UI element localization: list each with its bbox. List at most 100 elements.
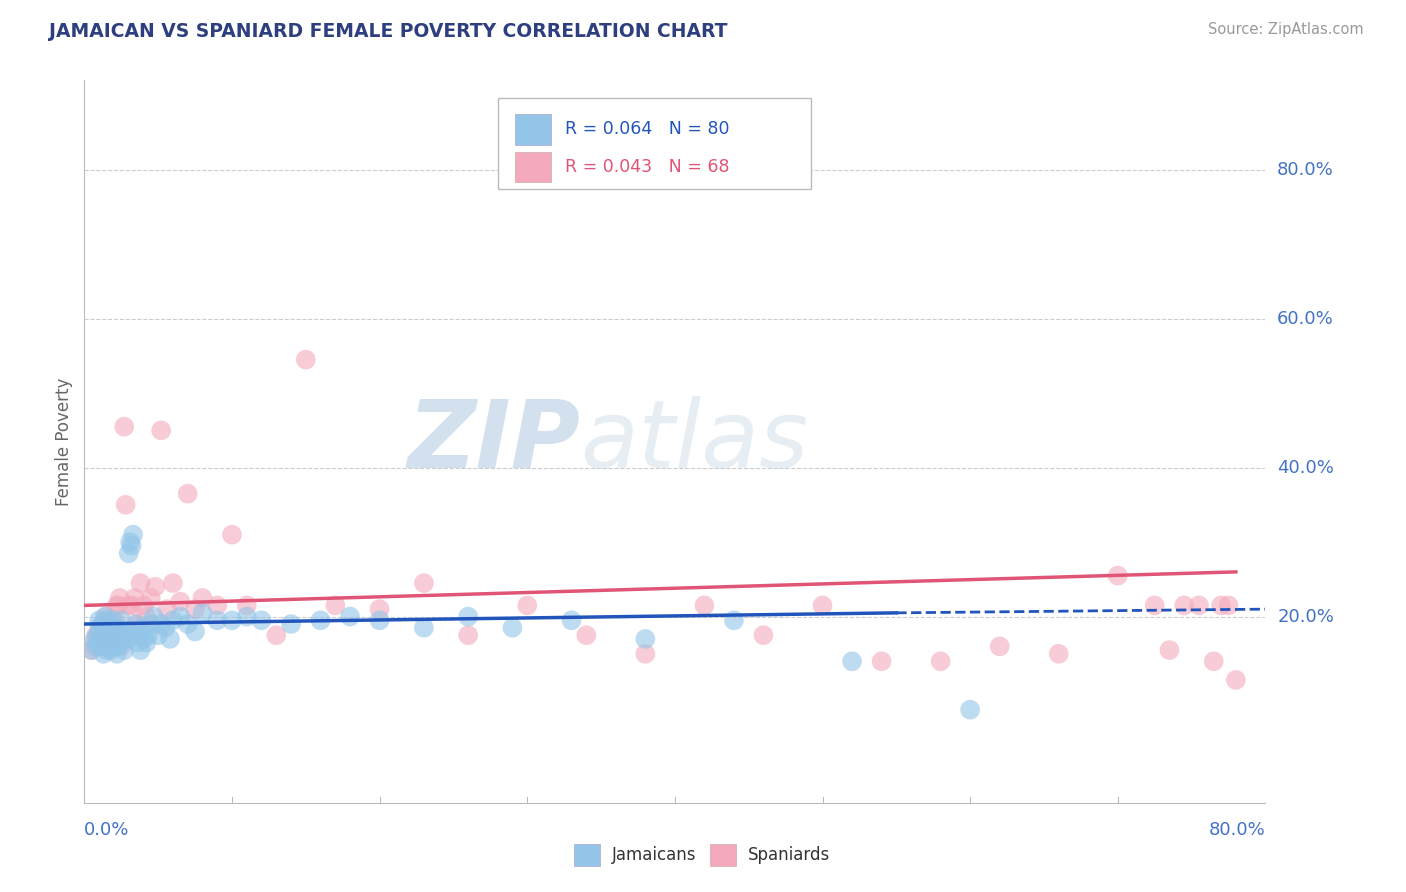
Point [83,635,105,649]
Point [100,643,122,657]
Point [870,654,893,668]
Point [1159,643,1181,657]
Point [131,621,153,635]
Point [929,654,952,668]
Point [108,591,131,605]
Point [150,423,173,437]
Point [86,640,108,654]
Point [184,624,207,639]
Point [107,624,129,639]
Point [516,599,538,613]
Point [1173,599,1195,613]
Point [90,628,112,642]
Point [105,599,128,613]
Point [114,624,136,639]
Point [634,632,657,646]
Point [236,609,259,624]
Point [94,635,117,649]
Point [129,576,152,591]
Text: Jamaicans: Jamaicans [612,846,697,863]
Point [457,609,479,624]
Point [169,609,191,624]
Point [80,643,103,657]
Text: R = 0.064   N = 80: R = 0.064 N = 80 [565,120,730,138]
FancyBboxPatch shape [498,98,811,189]
FancyBboxPatch shape [516,152,551,182]
Point [84,628,107,642]
Point [155,621,177,635]
Point [1143,599,1166,613]
Point [107,599,129,613]
Point [127,635,149,649]
Point [118,599,141,613]
Point [115,632,138,646]
Point [93,647,115,661]
Point [221,613,243,627]
Point [177,486,200,500]
Point [101,635,124,649]
Point [1107,568,1129,582]
Point [96,621,118,635]
Point [561,613,583,627]
Point [83,632,105,646]
Point [988,640,1011,654]
Point [309,613,332,627]
Point [368,602,391,616]
Point [191,591,214,605]
Point [97,613,120,627]
Point [457,628,479,642]
Point [127,617,149,632]
Point [111,628,134,642]
Point [125,617,148,632]
Point [207,613,229,627]
Point [110,613,132,627]
Point [280,617,302,632]
Point [111,628,134,642]
Text: 20.0%: 20.0% [1277,607,1334,625]
Point [136,628,159,642]
Point [177,617,200,632]
Point [103,628,125,642]
Point [112,643,135,657]
Point [184,602,207,616]
Point [97,628,120,642]
Point [105,632,128,646]
Point [98,621,121,635]
Point [1225,673,1247,687]
Point [96,640,118,654]
Point [90,621,112,635]
Point [91,640,114,654]
Point [94,609,117,624]
Point [162,576,184,591]
Point [841,654,863,668]
Point [207,599,229,613]
Point [98,640,121,654]
Point [156,602,179,616]
Point [87,621,111,635]
Point [150,617,173,632]
Point [501,621,523,635]
Point [104,621,127,635]
Point [114,498,136,512]
Point [87,635,111,649]
Point [110,635,132,649]
Point [368,613,391,627]
Point [139,617,162,632]
Point [135,635,157,649]
Point [295,352,318,367]
Point [86,628,108,642]
Point [959,703,981,717]
Point [139,591,162,605]
Point [110,640,132,654]
Point [1047,647,1070,661]
FancyBboxPatch shape [710,844,737,865]
Point [266,628,288,642]
Point [103,628,125,642]
Point [1211,599,1233,613]
Text: 60.0%: 60.0% [1277,310,1334,327]
Point [128,628,150,642]
Text: 40.0%: 40.0% [1277,458,1334,476]
Point [101,613,124,627]
Point [143,580,166,594]
Point [87,613,111,627]
